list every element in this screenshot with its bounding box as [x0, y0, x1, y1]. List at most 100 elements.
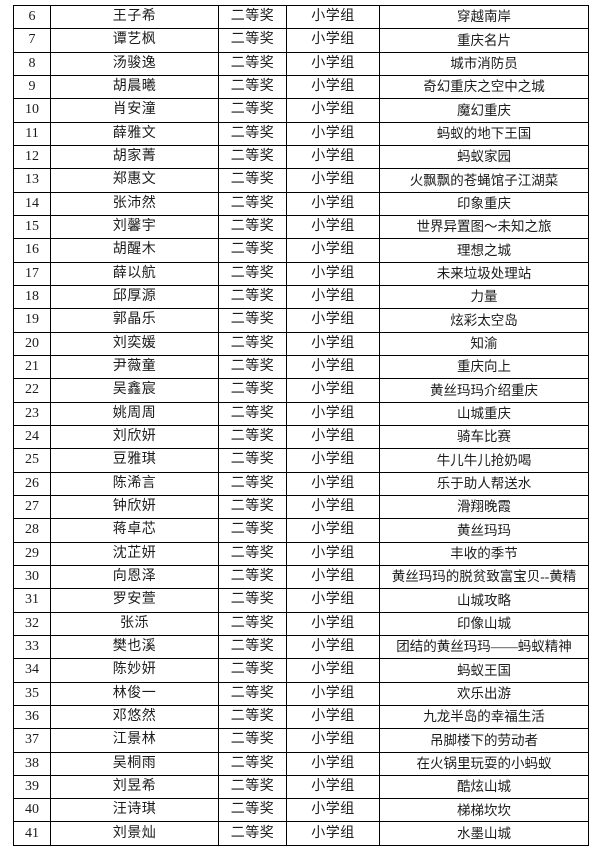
cell-winner-name: 汤骏逸 — [50, 51, 219, 76]
table-row: 39 刘昱希 二等奖 小学组 酷炫山城 — [13, 774, 589, 800]
cell-group: 小学组 — [286, 541, 380, 566]
cell-winner-name: 向恩泽 — [50, 564, 219, 590]
cell-award-level: 二等奖 — [218, 494, 287, 520]
cell-winner-name: 郭晶乐 — [50, 308, 219, 333]
cell-winner-name: 吴鑫宸 — [50, 378, 219, 403]
cell-award-level: 二等奖 — [218, 308, 287, 333]
cell-award-level: 二等奖 — [218, 238, 287, 263]
table-row: 14 张沛然 二等奖 小学组 印象重庆 — [13, 191, 589, 216]
cell-row-number: 40 — [13, 798, 51, 823]
cell-group: 小学组 — [286, 751, 380, 776]
table-row: 17 薛以航 二等奖 小学组 未来垃圾处理站 — [13, 261, 589, 286]
cell-work-title: 牛儿牛儿抢奶喝 — [379, 448, 589, 473]
cell-group: 小学组 — [286, 308, 380, 333]
cell-award-level: 二等奖 — [218, 191, 287, 216]
cell-work-title: 骑车比赛 — [379, 424, 589, 450]
cell-work-title: 重庆向上 — [379, 354, 589, 380]
cell-group: 小学组 — [286, 494, 380, 520]
cell-award-level: 二等奖 — [218, 98, 287, 123]
cell-row-number: 31 — [13, 588, 51, 613]
cell-award-level: 二等奖 — [218, 144, 287, 170]
cell-row-number: 11 — [13, 121, 51, 146]
cell-group: 小学组 — [286, 518, 380, 543]
cell-row-number: 17 — [13, 261, 51, 286]
cell-work-title: 团结的黄丝玛玛——蚂蚁精神 — [379, 634, 589, 660]
cell-work-title: 丰收的季节 — [379, 541, 589, 566]
cell-work-title: 理想之城 — [379, 238, 589, 263]
cell-award-level: 二等奖 — [218, 658, 287, 683]
cell-group: 小学组 — [286, 658, 380, 683]
cell-row-number: 8 — [13, 51, 51, 76]
cell-work-title: 梯梯坎坎 — [379, 798, 589, 823]
table-row: 25 豆雅琪 二等奖 小学组 牛儿牛儿抢奶喝 — [13, 448, 589, 473]
cell-winner-name: 汪诗琪 — [50, 798, 219, 823]
cell-row-number: 41 — [13, 821, 51, 846]
cell-row-number: 15 — [13, 214, 51, 240]
cell-award-level: 二等奖 — [218, 28, 287, 53]
table-row: 12 胡家菁 二等奖 小学组 蚂蚁家园 — [13, 144, 589, 170]
cell-winner-name: 江景林 — [50, 728, 219, 753]
table-row: 29 沈芷妍 二等奖 小学组 丰收的季节 — [13, 541, 589, 566]
cell-row-number: 7 — [13, 28, 51, 53]
table-row: 34 陈妙妍 二等奖 小学组 蚂蚁王国 — [13, 658, 589, 683]
cell-row-number: 32 — [13, 611, 51, 636]
cell-winner-name: 樊也溪 — [50, 634, 219, 660]
cell-work-title: 黄丝玛玛介绍重庆 — [379, 378, 589, 403]
cell-group: 小学组 — [286, 588, 380, 613]
cell-winner-name: 刘景灿 — [50, 821, 219, 846]
cell-winner-name: 林俊一 — [50, 681, 219, 706]
cell-winner-name: 刘欣妍 — [50, 424, 219, 450]
cell-award-level: 二等奖 — [218, 168, 287, 193]
table-row: 30 向恩泽 二等奖 小学组 黄丝玛玛的脱贫致富宝贝--黄精 — [13, 564, 589, 590]
cell-work-title: 黄丝玛玛的脱贫致富宝贝--黄精 — [379, 564, 589, 590]
cell-row-number: 19 — [13, 308, 51, 333]
cell-row-number: 21 — [13, 354, 51, 380]
table-row: 8 汤骏逸 二等奖 小学组 城市消防员 — [13, 51, 589, 76]
cell-award-level: 二等奖 — [218, 751, 287, 776]
cell-winner-name: 姚周周 — [50, 401, 219, 426]
cell-award-level: 二等奖 — [218, 4, 287, 30]
cell-work-title: 吊脚楼下的劳动者 — [379, 728, 589, 753]
cell-award-level: 二等奖 — [218, 261, 287, 286]
award-table: 6 王子希 二等奖 小学组 穿越南岸 7 谭艺枫 二等奖 小学组 重庆名片 8 … — [13, 4, 589, 846]
cell-award-level: 二等奖 — [218, 331, 287, 356]
table-row: 27 钟欣妍 二等奖 小学组 滑翔晚霞 — [13, 494, 589, 520]
cell-row-number: 37 — [13, 728, 51, 753]
cell-row-number: 33 — [13, 634, 51, 660]
cell-winner-name: 刘馨宇 — [50, 214, 219, 240]
cell-row-number: 26 — [13, 471, 51, 496]
cell-winner-name: 薛雅文 — [50, 121, 219, 146]
cell-row-number: 14 — [13, 191, 51, 216]
table-row: 6 王子希 二等奖 小学组 穿越南岸 — [13, 4, 589, 30]
table-row: 31 罗安萱 二等奖 小学组 山城攻略 — [13, 588, 589, 613]
cell-award-level: 二等奖 — [218, 471, 287, 496]
cell-award-level: 二等奖 — [218, 704, 287, 730]
cell-row-number: 23 — [13, 401, 51, 426]
cell-winner-name: 薛以航 — [50, 261, 219, 286]
cell-group: 小学组 — [286, 728, 380, 753]
cell-row-number: 35 — [13, 681, 51, 706]
cell-award-level: 二等奖 — [218, 774, 287, 800]
cell-row-number: 27 — [13, 494, 51, 520]
cell-award-level: 二等奖 — [218, 541, 287, 566]
cell-winner-name: 郑惠文 — [50, 168, 219, 193]
cell-award-level: 二等奖 — [218, 284, 287, 310]
cell-work-title: 重庆名片 — [379, 28, 589, 53]
cell-work-title: 知渝 — [379, 331, 589, 356]
cell-work-title: 奇幻重庆之空中之城 — [379, 74, 589, 100]
cell-work-title: 山城攻略 — [379, 588, 589, 613]
cell-work-title: 欢乐出游 — [379, 681, 589, 706]
table-row: 22 吴鑫宸 二等奖 小学组 黄丝玛玛介绍重庆 — [13, 378, 589, 403]
cell-award-level: 二等奖 — [218, 74, 287, 100]
cell-winner-name: 胡家菁 — [50, 144, 219, 170]
cell-row-number: 39 — [13, 774, 51, 800]
table-row: 36 邓悠然 二等奖 小学组 九龙半岛的幸福生活 — [13, 704, 589, 730]
cell-work-title: 滑翔晚霞 — [379, 494, 589, 520]
cell-group: 小学组 — [286, 168, 380, 193]
cell-winner-name: 钟欣妍 — [50, 494, 219, 520]
cell-winner-name: 邱厚源 — [50, 284, 219, 310]
cell-award-level: 二等奖 — [218, 448, 287, 473]
cell-winner-name: 张泺 — [50, 611, 219, 636]
cell-award-level: 二等奖 — [218, 798, 287, 823]
cell-award-level: 二等奖 — [218, 424, 287, 450]
